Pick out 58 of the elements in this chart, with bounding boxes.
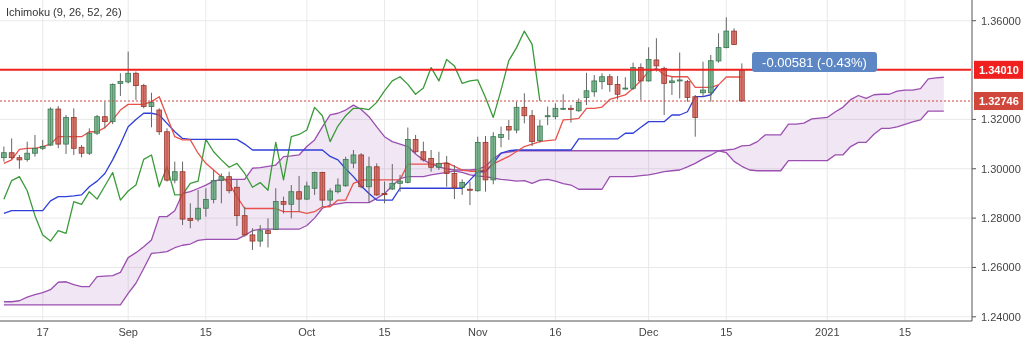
candlestick bbox=[428, 149, 434, 173]
candlestick bbox=[397, 174, 403, 193]
candlestick bbox=[117, 72, 124, 97]
x-tick-label: 15 bbox=[720, 326, 733, 338]
candlestick bbox=[24, 141, 30, 163]
x-tick-label: Oct bbox=[298, 326, 316, 338]
candlestick bbox=[467, 181, 473, 206]
candlestick bbox=[498, 126, 504, 148]
x-tick-label: Nov bbox=[467, 326, 489, 338]
candlestick bbox=[676, 52, 683, 99]
candlestick bbox=[288, 184, 295, 219]
candlestick bbox=[537, 119, 543, 144]
y-tick-label: 1.24000 bbox=[981, 310, 1021, 323]
x-tick-label: Dec bbox=[638, 326, 659, 338]
line-series bbox=[3, 30, 541, 242]
candlestick bbox=[568, 104, 574, 124]
x-tick-label: 15 bbox=[199, 326, 212, 338]
candlestick bbox=[195, 189, 201, 223]
candlestick bbox=[669, 76, 675, 96]
ref-line-label: 1.34010 bbox=[979, 63, 1019, 76]
candlestick bbox=[296, 175, 302, 213]
candlestick bbox=[257, 224, 264, 248]
candlestick bbox=[32, 134, 38, 158]
candlestick bbox=[226, 171, 232, 194]
candlestick bbox=[645, 46, 652, 83]
candlestick bbox=[203, 187, 209, 218]
y-tick-label: 1.26000 bbox=[981, 261, 1021, 274]
text: Ichimoku (9, 26, 52, 26) bbox=[6, 6, 122, 18]
candlestick bbox=[366, 156, 372, 204]
candlestick bbox=[335, 177, 341, 194]
candlestick bbox=[156, 107, 163, 136]
candlestick bbox=[1, 146, 7, 163]
candlestick bbox=[125, 51, 131, 84]
candlestick bbox=[436, 151, 442, 171]
x-tick-label: Sep bbox=[118, 326, 138, 338]
candlestick bbox=[148, 92, 155, 128]
y-tick-label: 1.30000 bbox=[981, 162, 1021, 175]
candlestick bbox=[630, 62, 636, 91]
candlestick bbox=[506, 119, 512, 141]
candlestick bbox=[700, 61, 706, 98]
x-tick-label: 16 bbox=[549, 326, 562, 338]
y-tick-label: 1.32000 bbox=[981, 113, 1021, 126]
candlestick bbox=[265, 217, 271, 248]
y-tick-label: 1.28000 bbox=[981, 211, 1021, 224]
candlestick bbox=[653, 37, 660, 73]
candlestick bbox=[599, 72, 605, 90]
x-tick-label: 2021 bbox=[815, 326, 840, 338]
x-tick-label: 15 bbox=[378, 326, 391, 338]
x-tick-label: 17 bbox=[36, 326, 49, 338]
candlestick bbox=[171, 161, 178, 184]
candlestick bbox=[86, 127, 93, 156]
candlestick bbox=[94, 114, 100, 136]
ref-line-label: 1.32746 bbox=[979, 94, 1019, 107]
candlestick bbox=[513, 101, 520, 134]
x-tick-label: 15 bbox=[898, 326, 912, 338]
y-tick-label: 1.36000 bbox=[981, 14, 1021, 27]
candlestick bbox=[389, 163, 396, 191]
annotation: -0.00581 (-0.43%) bbox=[762, 54, 867, 70]
